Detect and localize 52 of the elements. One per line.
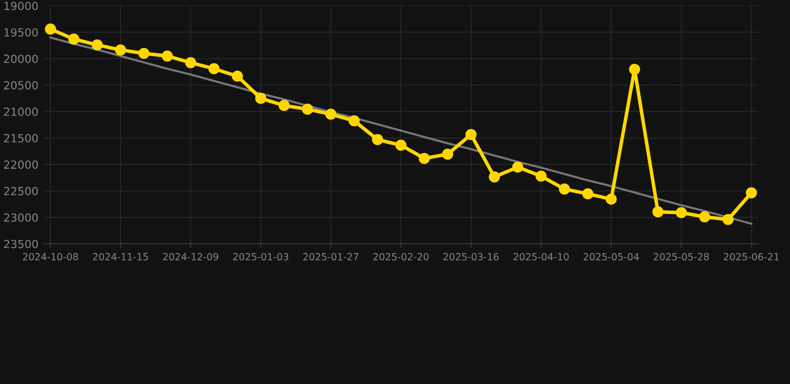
x-tick-label: 2024-11-15 — [93, 253, 148, 260]
point — [676, 207, 687, 218]
x-tick-label: 2025-01-27 — [303, 253, 358, 260]
point — [606, 194, 617, 205]
point — [558, 184, 570, 195]
point — [348, 115, 360, 126]
point — [629, 64, 640, 75]
y-tick-label: 21500 — [4, 134, 38, 142]
y-tick-label: 22500 — [4, 186, 38, 196]
point — [722, 214, 734, 226]
point — [255, 92, 266, 104]
x-tick-label: 2025-05-04 — [584, 253, 639, 260]
x-tick-label: 2025-02-20 — [373, 253, 429, 260]
point — [536, 170, 547, 182]
point — [114, 44, 126, 56]
point — [92, 39, 103, 50]
y-tick-label: 22000 — [4, 160, 38, 169]
x-tick-label: 2025-05-28 — [654, 253, 709, 260]
point — [395, 140, 406, 151]
point — [68, 34, 80, 45]
point — [512, 162, 524, 173]
point — [465, 129, 477, 140]
y-tick-label: 21000 — [4, 108, 38, 116]
x-tick-label: 2024-10-08 — [22, 253, 78, 260]
x-tick-label: 2025-03-16 — [443, 253, 499, 260]
point — [138, 48, 150, 59]
point — [582, 188, 594, 200]
point — [278, 100, 290, 112]
x-tick-label: 2025-04-10 — [514, 253, 569, 260]
point — [44, 23, 56, 35]
point — [208, 63, 220, 74]
point — [185, 57, 196, 68]
point — [418, 152, 430, 164]
y-tick-label: 19500 — [4, 28, 38, 37]
point — [302, 104, 314, 115]
point — [232, 70, 243, 82]
point — [325, 108, 336, 120]
point — [442, 148, 454, 160]
point — [162, 50, 173, 62]
y-tick-label: 23000 — [4, 213, 38, 222]
x-tick-label: 2025-01-03 — [233, 253, 288, 260]
point — [488, 171, 500, 182]
x-tick-label: 2025-06-21 — [724, 253, 779, 260]
x-tick-label: 2024-12-09 — [163, 253, 218, 260]
y-tick-label: 20500 — [4, 81, 38, 90]
y-tick-label: 20000 — [4, 54, 38, 64]
point — [372, 134, 384, 146]
y-tick-label: 19000 — [4, 2, 38, 10]
point — [652, 206, 664, 218]
point — [699, 211, 710, 222]
point — [746, 187, 757, 198]
y-tick-label: 23500 — [4, 240, 38, 248]
